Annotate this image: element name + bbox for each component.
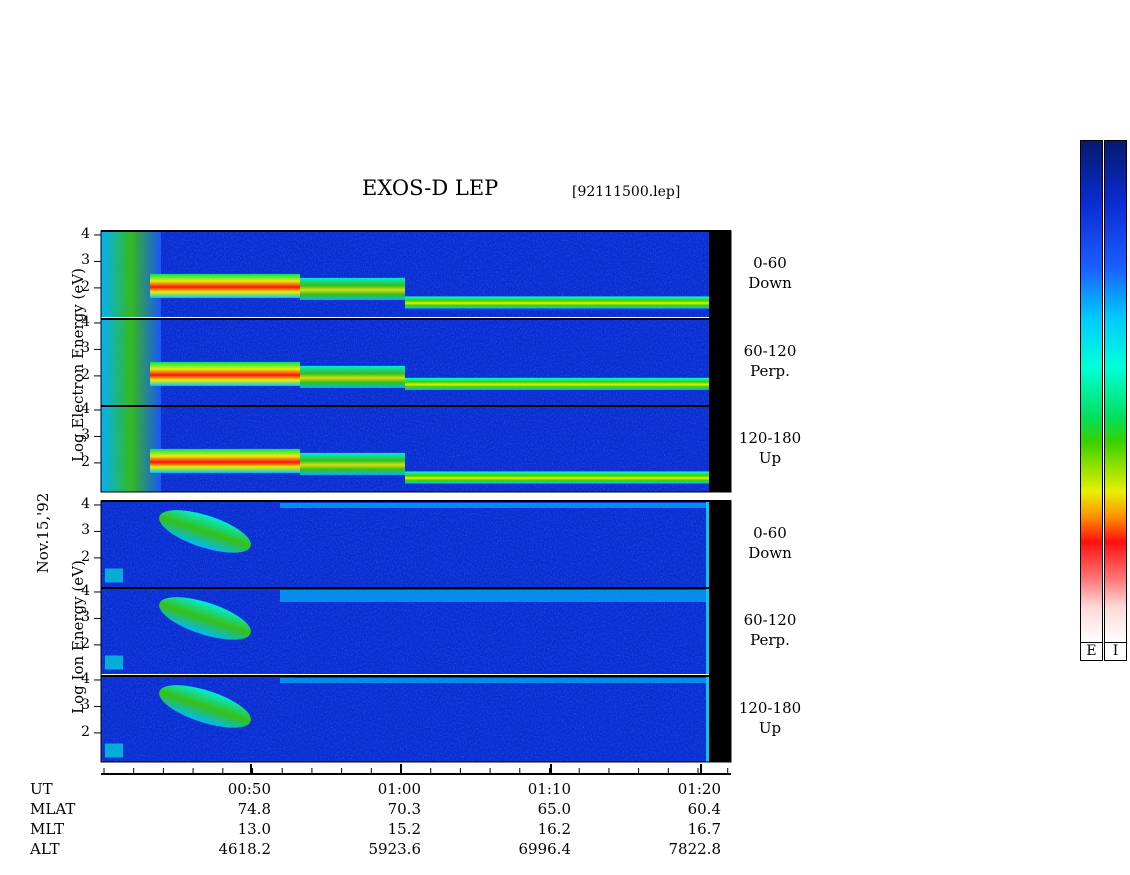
y-tick-label: 3 bbox=[81, 522, 90, 539]
orbit-value: 7822.8 bbox=[668, 840, 722, 858]
chart-title: EXOS-D LEP bbox=[362, 176, 499, 200]
y-tick-label: 4 bbox=[81, 495, 90, 512]
pitch-direction: Perp. bbox=[750, 631, 790, 649]
orbit-value: 01:10 bbox=[527, 780, 571, 798]
ion-right-edge bbox=[706, 501, 709, 587]
ion-flux-blob bbox=[159, 685, 251, 728]
data-gap bbox=[709, 319, 731, 407]
flux-band-mid bbox=[300, 452, 405, 475]
orbit-value: 74.8 bbox=[237, 800, 271, 818]
ion-left-feature bbox=[105, 568, 123, 583]
pitch-direction: Down bbox=[748, 544, 792, 562]
orbit-value: 65.0 bbox=[537, 800, 571, 818]
pitch-direction: Up bbox=[758, 449, 782, 467]
electron-colorbar-label: E bbox=[1080, 642, 1103, 661]
pitch-angle-range: 0-60 bbox=[753, 254, 787, 272]
ion-frame bbox=[100, 500, 732, 763]
y-tick-label: 2 bbox=[81, 453, 90, 470]
flux-band-strong bbox=[150, 273, 300, 298]
data-gap bbox=[709, 588, 731, 676]
data-gap bbox=[709, 406, 731, 492]
ion-left-feature bbox=[105, 743, 123, 758]
electron-colorbar bbox=[1080, 140, 1103, 643]
y-tick-label: 3 bbox=[81, 427, 90, 444]
data-gap bbox=[709, 231, 731, 319]
y-tick-label: 3 bbox=[81, 609, 90, 626]
orbit-value: 13.0 bbox=[237, 820, 271, 838]
y-tick-label: 4 bbox=[81, 313, 90, 330]
y-tick-label: 4 bbox=[81, 670, 90, 687]
pitch-angle-label: 0-60 Down bbox=[730, 523, 810, 563]
flux-band-mid bbox=[300, 365, 405, 388]
flux-band-steady bbox=[405, 296, 709, 309]
flux-band-mid bbox=[300, 277, 405, 300]
pitch-angle-label: 120-180 Up bbox=[730, 698, 810, 738]
y-tick-label: 2 bbox=[81, 366, 90, 383]
orbit-value: 15.2 bbox=[387, 820, 421, 838]
orbit-row-label: MLAT bbox=[30, 800, 76, 818]
pitch-angle-range: 0-60 bbox=[753, 524, 787, 542]
pitch-angle-range: 120-180 bbox=[738, 699, 802, 717]
y-tick-label: 3 bbox=[81, 340, 90, 357]
y-tick-label: 4 bbox=[81, 400, 90, 417]
ion-right-edge bbox=[706, 588, 709, 674]
flux-band-strong bbox=[150, 448, 300, 473]
y-tick-label: 2 bbox=[81, 723, 90, 740]
orbit-value: 16.2 bbox=[537, 820, 571, 838]
y-tick-label: 2 bbox=[81, 548, 90, 565]
electron-frame bbox=[100, 230, 732, 493]
y-tick-label: 3 bbox=[81, 252, 90, 269]
ion-top-ridge bbox=[280, 678, 709, 683]
y-tick-label: 4 bbox=[81, 225, 90, 242]
flux-band-steady bbox=[405, 471, 709, 484]
orbit-value: 01:00 bbox=[377, 780, 421, 798]
pitch-angle-range: 120-180 bbox=[738, 429, 802, 447]
pitch-direction: Perp. bbox=[750, 362, 790, 380]
orbit-value: 5923.6 bbox=[368, 840, 422, 858]
pitch-direction: Up bbox=[758, 719, 782, 737]
flux-band-steady bbox=[405, 377, 709, 390]
orbit-row-label: UT bbox=[30, 780, 53, 798]
ion-right-edge bbox=[706, 676, 709, 762]
ion-top-ridge bbox=[280, 590, 709, 602]
data-gap bbox=[709, 501, 731, 589]
ion-colorbar bbox=[1104, 140, 1127, 643]
ion-left-feature bbox=[105, 655, 123, 670]
pitch-direction: Down bbox=[748, 274, 792, 292]
orbit-row-label: MLT bbox=[30, 820, 65, 838]
orbit-value: 70.3 bbox=[387, 800, 421, 818]
ion-top-ridge bbox=[280, 503, 709, 508]
pitch-angle-range: 60-120 bbox=[743, 611, 797, 629]
orbit-value: 60.4 bbox=[687, 800, 721, 818]
orbit-row-label: ALT bbox=[30, 840, 60, 858]
ion-flux-blob bbox=[159, 597, 251, 640]
y-tick-label: 4 bbox=[81, 582, 90, 599]
y-tick-label: 2 bbox=[81, 278, 90, 295]
y-tick-label: 3 bbox=[81, 697, 90, 714]
orbit-value: 6996.4 bbox=[518, 840, 572, 858]
orbit-value: 4618.2 bbox=[218, 840, 272, 858]
orbit-value: 01:20 bbox=[677, 780, 721, 798]
file-name: [92111500.lep] bbox=[572, 184, 681, 200]
orbit-value: 16.7 bbox=[687, 820, 721, 838]
pitch-angle-label: 0-60 Down bbox=[730, 253, 810, 293]
pitch-angle-label: 60-120 Perp. bbox=[730, 610, 810, 650]
y-tick-label: 2 bbox=[81, 635, 90, 652]
pitch-angle-range: 60-120 bbox=[743, 342, 797, 360]
data-gap bbox=[709, 676, 731, 762]
ion-colorbar-label: I bbox=[1104, 642, 1127, 661]
ion-flux-blob bbox=[159, 510, 251, 553]
pitch-angle-label: 60-120 Perp. bbox=[730, 341, 810, 381]
orbit-value: 00:50 bbox=[227, 780, 271, 798]
pitch-angle-label: 120-180 Up bbox=[730, 428, 810, 468]
flux-band-strong bbox=[150, 361, 300, 386]
